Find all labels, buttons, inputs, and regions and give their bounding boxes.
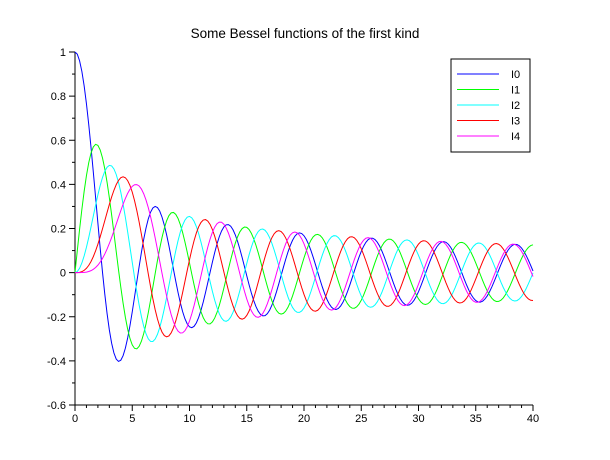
series-line-I0 [74, 51, 534, 363]
x-tick-label: 10 [183, 413, 195, 425]
series-line-I3 [74, 176, 534, 338]
x-tick-label: 40 [527, 413, 539, 425]
y-tick-label: 0.6 [51, 135, 66, 147]
y-tick-label: -0.2 [47, 312, 66, 324]
legend-label-I2: I2 [511, 100, 520, 112]
x-tick-label: 5 [129, 413, 135, 425]
chart-title: Some Bessel functions of the first kind [190, 26, 420, 41]
x-tick-label: 0 [72, 413, 78, 425]
legend-label-I4: I4 [511, 131, 520, 143]
y-tick-label: 1 [60, 47, 66, 59]
y-tick-label: -0.6 [47, 400, 66, 412]
series-line-I4 [74, 184, 534, 334]
legend-label-I1: I1 [511, 85, 520, 97]
y-tick-label: 0.8 [51, 91, 66, 103]
legend-label-I0: I0 [511, 69, 520, 81]
y-tick-label: -0.4 [47, 356, 66, 368]
y-tick-label: 0.2 [51, 224, 66, 236]
series-line-I2 [74, 164, 534, 343]
x-tick-label: 30 [412, 413, 424, 425]
x-tick-label: 15 [241, 413, 253, 425]
x-tick-label: 20 [298, 413, 310, 425]
y-tick-label: 0.4 [51, 179, 66, 191]
series-line-I1 [74, 143, 534, 350]
legend-label-I3: I3 [511, 116, 520, 128]
x-tick-label: 35 [470, 413, 482, 425]
y-tick-label: 0 [60, 268, 66, 280]
x-tick-label: 25 [355, 413, 367, 425]
